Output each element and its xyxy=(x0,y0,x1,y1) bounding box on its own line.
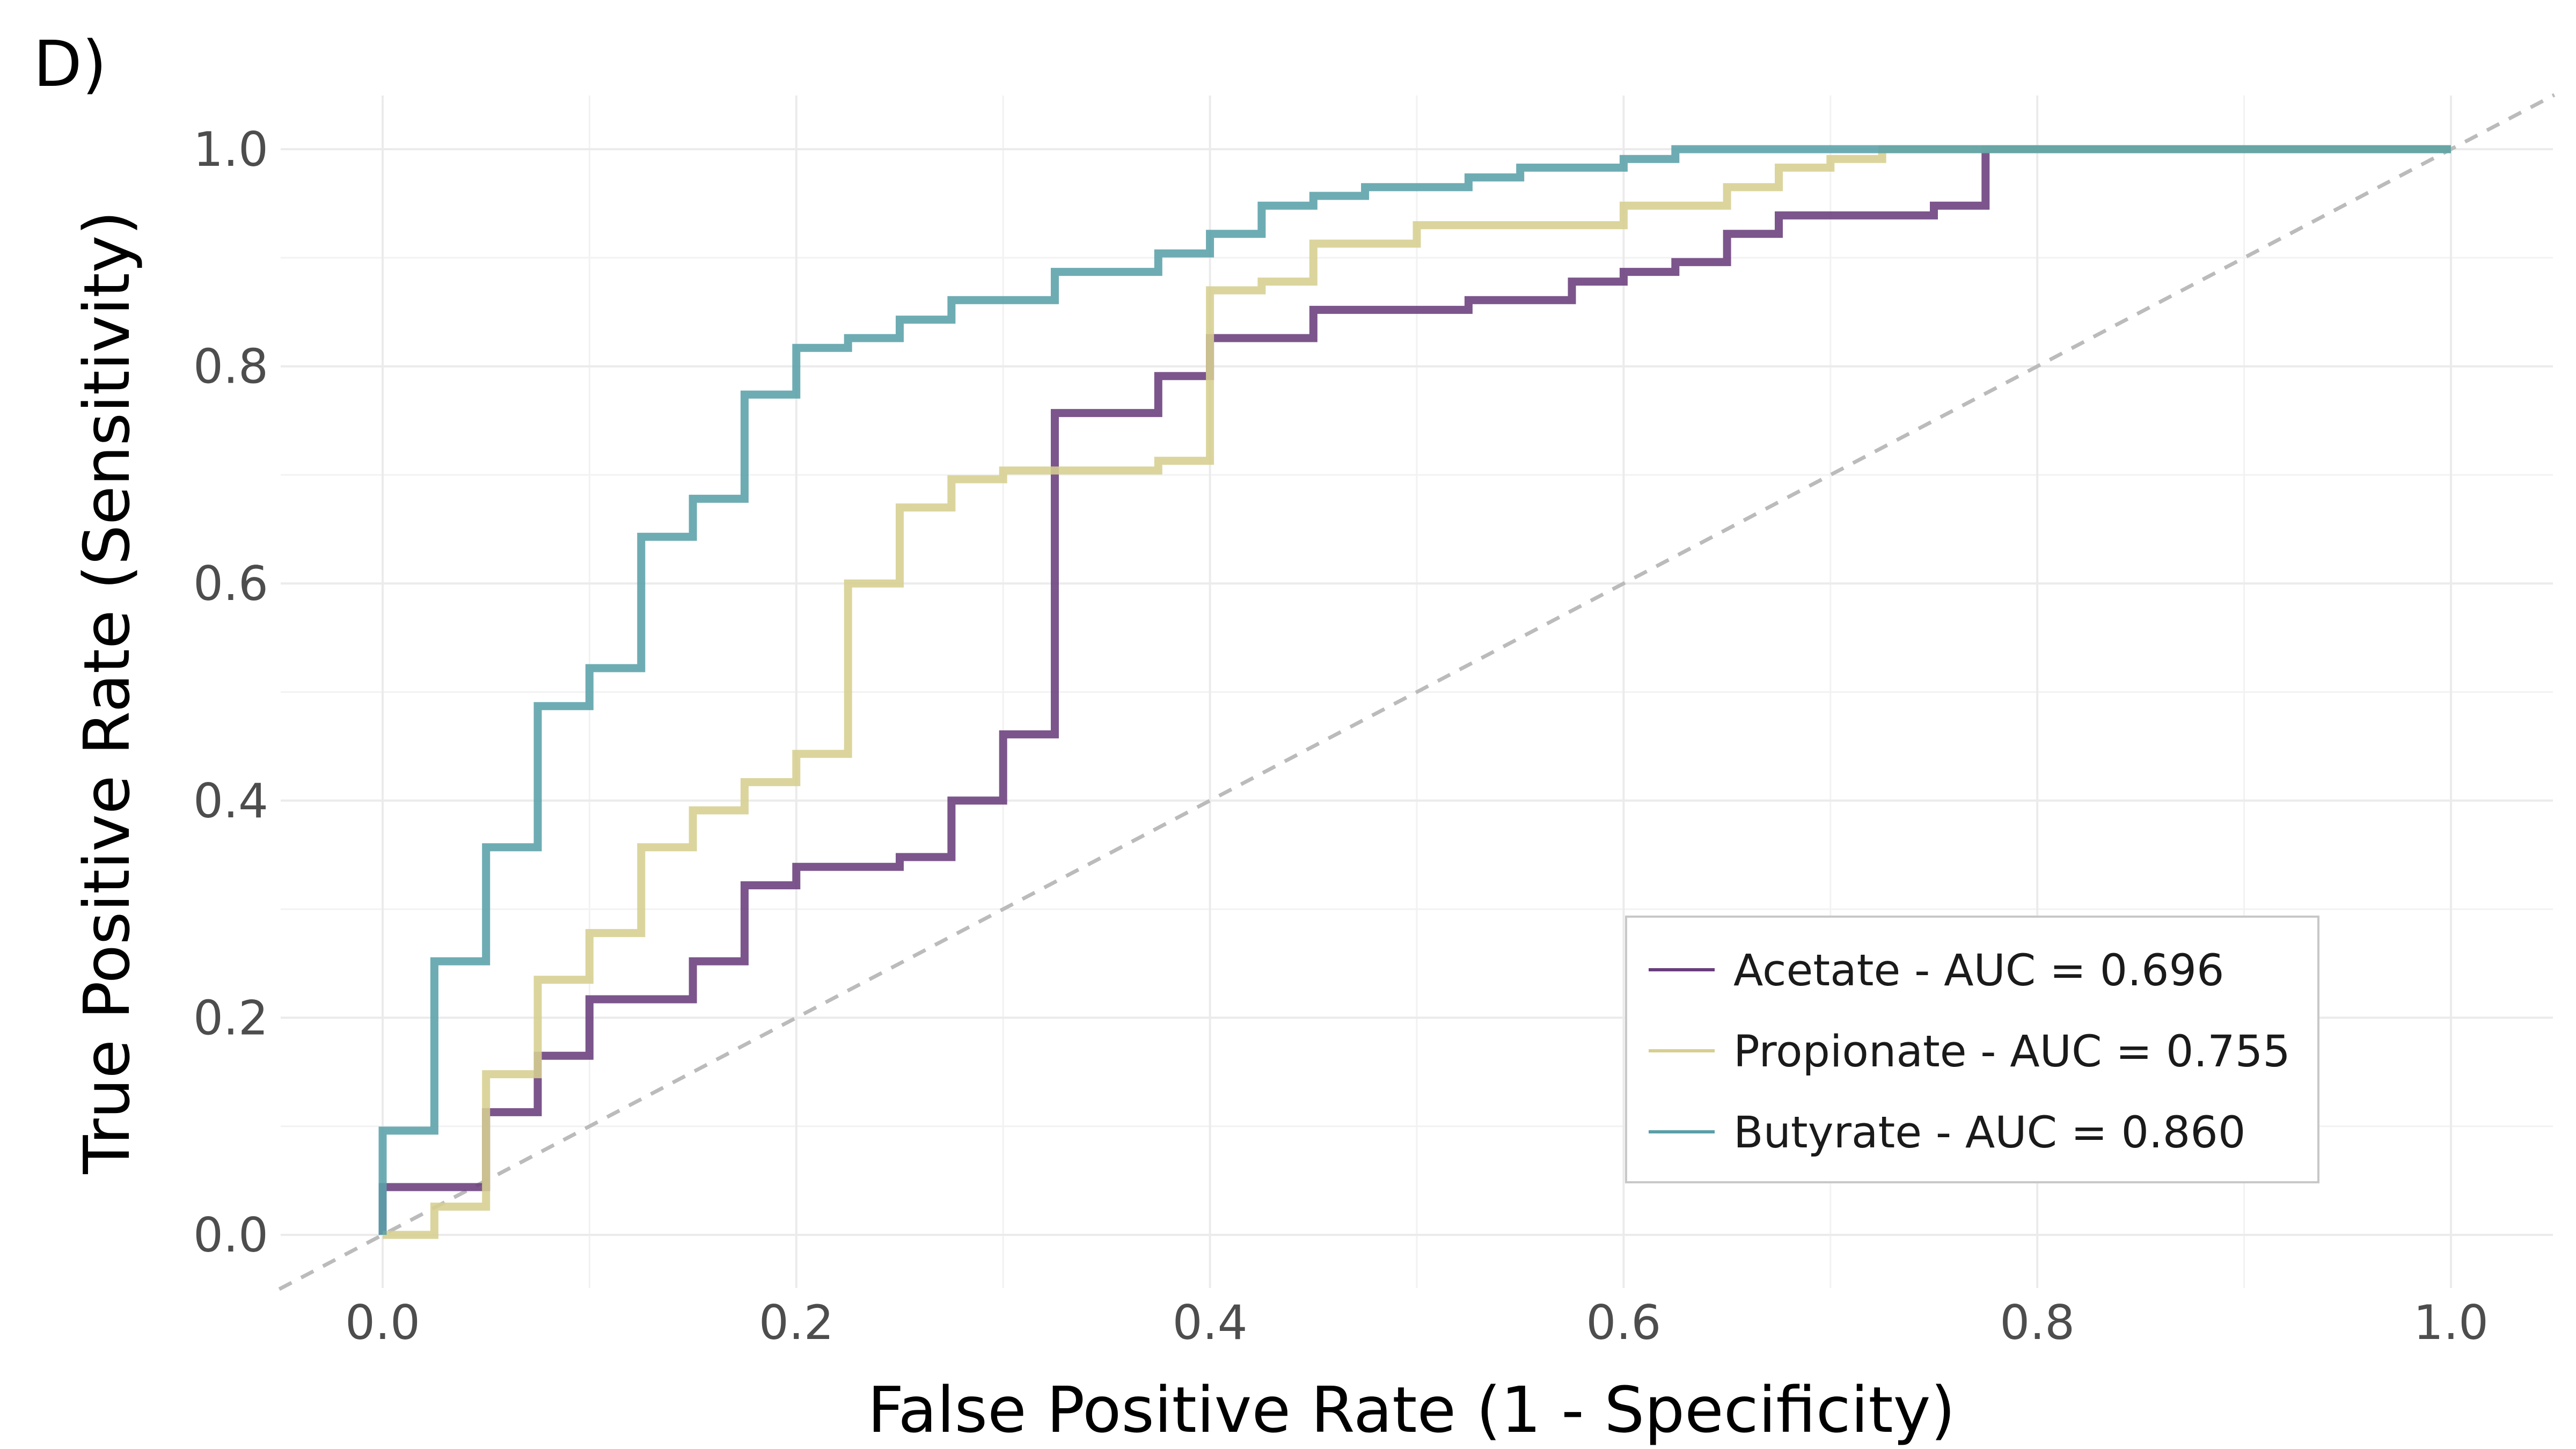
y-tick-label-1: 0.2 xyxy=(193,990,268,1045)
reference-line xyxy=(278,93,2556,1291)
legend-label-1: Propionate - AUC = 0.755 xyxy=(1733,1027,2290,1077)
grid-major xyxy=(281,96,2553,1288)
legend: Acetate - AUC = 0.696 Propionate - AUC = … xyxy=(1625,916,2319,1183)
x-tick-label-5: 1.0 xyxy=(2413,1295,2489,1350)
y-tick-label-3: 0.6 xyxy=(193,556,268,611)
y-axis-title: True Positive Rate (Sensitivity) xyxy=(70,210,144,1174)
y-tick-label-4: 0.8 xyxy=(193,339,268,394)
x-axis-title: False Positive Rate (1 - Specificity) xyxy=(867,1373,1955,1447)
y-tick-label-0: 0.0 xyxy=(193,1208,268,1263)
legend-label-0: Acetate - AUC = 0.696 xyxy=(1733,946,2224,996)
legend-items: Acetate - AUC = 0.696 Propionate - AUC = … xyxy=(1649,946,2290,1158)
panel-label: D) xyxy=(33,27,107,101)
y-tick-label-5: 1.0 xyxy=(193,122,268,177)
series-group xyxy=(378,145,2451,1239)
x-tick-label-1: 0.2 xyxy=(759,1295,834,1350)
x-tick-label-3: 0.6 xyxy=(1586,1295,1661,1350)
legend-box xyxy=(1625,916,2319,1183)
x-tick-labels: 0.0 0.2 0.4 0.6 0.8 1.0 xyxy=(345,1295,2489,1350)
x-tick-label-4: 0.8 xyxy=(2000,1295,2075,1350)
legend-label-2: Butyrate - AUC = 0.860 xyxy=(1733,1108,2245,1158)
y-tick-labels: 0.0 0.2 0.4 0.6 0.8 1.0 xyxy=(193,122,268,1263)
x-tick-label-0: 0.0 xyxy=(345,1295,420,1350)
series-line-0 xyxy=(378,145,2451,1235)
series-line-1 xyxy=(383,145,2451,1239)
series-line-2 xyxy=(378,145,2451,1235)
y-tick-label-2: 0.4 xyxy=(193,773,268,829)
x-tick-label-2: 0.4 xyxy=(1173,1295,1248,1350)
reference-line-group xyxy=(278,93,2556,1291)
